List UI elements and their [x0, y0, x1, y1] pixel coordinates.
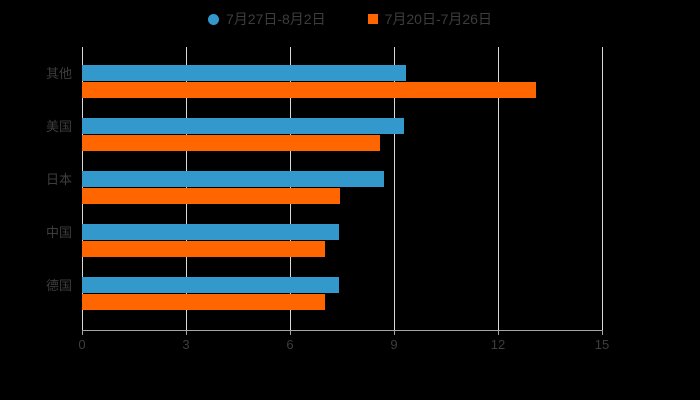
x-axis-label-0: 0	[78, 337, 86, 352]
y-axis-labels: 其他 美国 日本 中国 德国	[0, 47, 72, 330]
x-axis-label-12: 12	[490, 337, 506, 352]
legend-label-series-a: 7月27日-8月2日	[226, 11, 326, 27]
x-axis-line	[82, 330, 603, 331]
legend-circle-marker-blue-icon	[208, 13, 219, 25]
legend-square-marker-orange-icon	[367, 14, 378, 24]
x-tick-mark-0	[82, 330, 83, 335]
x-tick-mark-12	[498, 330, 499, 335]
bar-series-b-category-4	[82, 294, 325, 310]
gridline-15	[602, 47, 603, 330]
y-axis-label-3: 中国	[45, 225, 72, 240]
y-axis-label-1: 美国	[45, 119, 72, 134]
x-tick-mark-9	[394, 330, 395, 335]
y-axis-label-2: 日本	[45, 172, 72, 187]
gridline-12	[498, 47, 499, 330]
x-tick-mark-6	[290, 330, 291, 335]
bar-series-a-category-2	[82, 171, 384, 187]
bar-series-a-category-3	[82, 224, 339, 240]
x-axis-label-15: 15	[594, 337, 610, 352]
legend-item-series-a[interactable]: 7月27日-8月2日	[208, 12, 326, 26]
bar-series-a-category-1	[82, 118, 404, 134]
bar-series-b-category-1	[82, 135, 380, 151]
bar-series-b-category-3	[82, 241, 325, 257]
legend-item-series-b[interactable]: 7月20日-7月26日	[367, 11, 492, 27]
gridline-9	[394, 47, 395, 330]
legend-label-series-b: 7月20日-7月26日	[384, 11, 492, 27]
x-axis-label-3: 3	[182, 337, 190, 352]
x-tick-mark-15	[602, 330, 603, 335]
chart-legend: 7月27日-8月2日 7月20日-7月26日	[0, 8, 700, 30]
y-axis-label-4: 德国	[45, 278, 72, 293]
y-axis-label-0: 其他	[45, 66, 72, 81]
bar-series-a-category-4	[82, 277, 339, 293]
plot-area	[82, 47, 603, 330]
x-tick-mark-3	[186, 330, 187, 335]
bar-series-a-category-0	[82, 65, 406, 81]
bar-series-b-category-0	[82, 82, 536, 98]
x-axis-label-9: 9	[390, 337, 398, 352]
x-axis-label-6: 6	[286, 337, 294, 352]
bar-series-b-category-2	[82, 188, 340, 204]
